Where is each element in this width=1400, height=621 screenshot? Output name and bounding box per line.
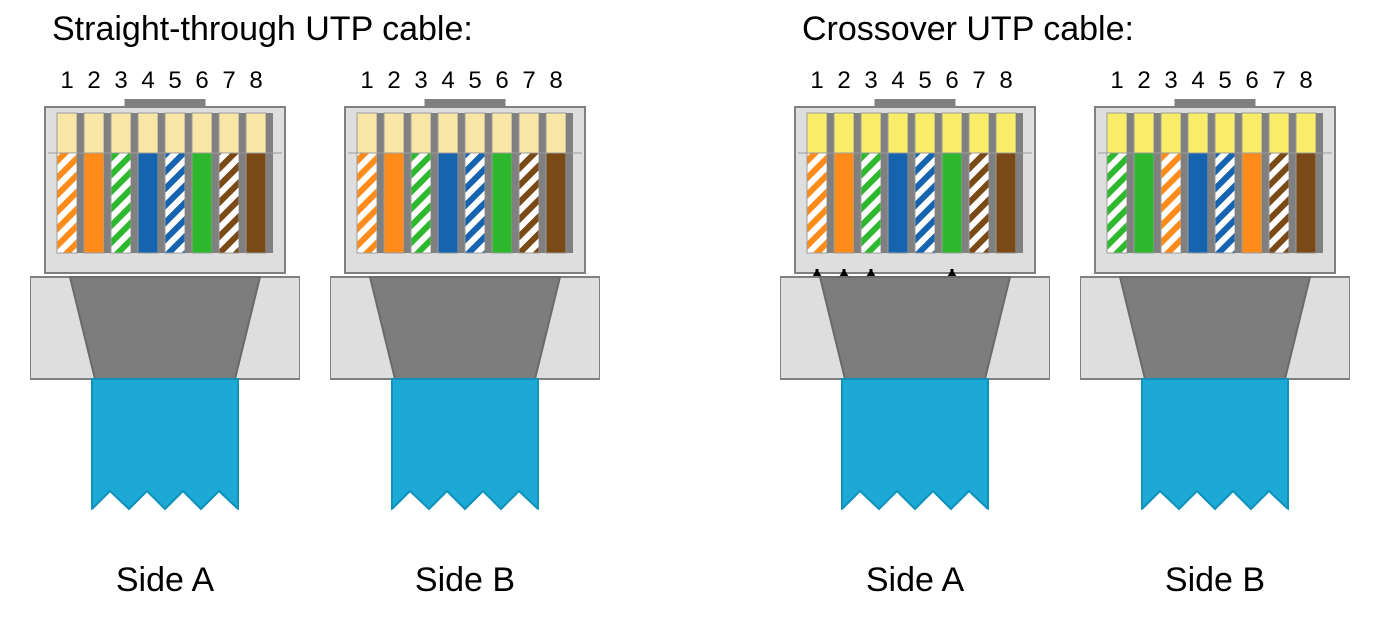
pin-number: 2 — [84, 67, 104, 95]
pin-number: 2 — [1134, 67, 1154, 95]
pin-number: 3 — [111, 67, 131, 95]
pin-number: 7 — [969, 67, 989, 95]
pin-number: 2 — [834, 67, 854, 95]
pin-number: 8 — [996, 67, 1016, 95]
connector-pair-crossover: 12345678Side A 12345678Side B — [780, 67, 1390, 607]
pin-number: 6 — [1242, 67, 1262, 95]
pin-number: 2 — [384, 67, 404, 95]
pin-number: 4 — [888, 67, 908, 95]
pin-number: 5 — [165, 67, 185, 95]
side-label: Side A — [780, 561, 1050, 600]
diagram-sheet: Straight-through UTP cable: 12345678Side… — [0, 0, 1400, 621]
pin-number: 8 — [546, 67, 566, 95]
section-title-straight: Straight-through UTP cable: — [52, 10, 640, 49]
pin-number: 1 — [357, 67, 377, 95]
pin-number: 3 — [861, 67, 881, 95]
pin-number: 7 — [219, 67, 239, 95]
side-label: Side A — [30, 561, 300, 600]
connector-svg — [780, 99, 1050, 569]
pin-number: 3 — [411, 67, 431, 95]
pin-number-row: 12345678 — [807, 67, 1023, 95]
connector-pair-straight: 12345678Side A 12345678Side B — [30, 67, 640, 607]
pin-number: 5 — [465, 67, 485, 95]
pin-number: 4 — [1188, 67, 1208, 95]
pin-number: 1 — [57, 67, 77, 95]
pin-number-row: 12345678 — [57, 67, 273, 95]
pin-number: 4 — [138, 67, 158, 95]
side-label: Side B — [330, 561, 600, 600]
section-title-crossover: Crossover UTP cable: — [802, 10, 1390, 49]
connector-svg — [1080, 99, 1350, 569]
connector-svg — [330, 99, 600, 569]
pin-number: 6 — [192, 67, 212, 95]
pin-number: 6 — [942, 67, 962, 95]
pin-number: 8 — [1296, 67, 1316, 95]
pin-number: 7 — [1269, 67, 1289, 95]
pin-number: 7 — [519, 67, 539, 95]
section-straight-through: Straight-through UTP cable: 12345678Side… — [30, 10, 640, 607]
pin-number: 4 — [438, 67, 458, 95]
side-label: Side B — [1080, 561, 1350, 600]
pin-number: 3 — [1161, 67, 1181, 95]
section-crossover: Crossover UTP cable: 12345678Side A 1234… — [780, 10, 1390, 607]
pin-number: 6 — [492, 67, 512, 95]
pin-number-row: 12345678 — [1107, 67, 1323, 95]
pin-number: 5 — [1215, 67, 1235, 95]
pin-number: 1 — [1107, 67, 1127, 95]
pin-number: 1 — [807, 67, 827, 95]
pin-number: 5 — [915, 67, 935, 95]
pin-number-row: 12345678 — [357, 67, 573, 95]
connector-svg — [30, 99, 300, 569]
pin-number: 8 — [246, 67, 266, 95]
